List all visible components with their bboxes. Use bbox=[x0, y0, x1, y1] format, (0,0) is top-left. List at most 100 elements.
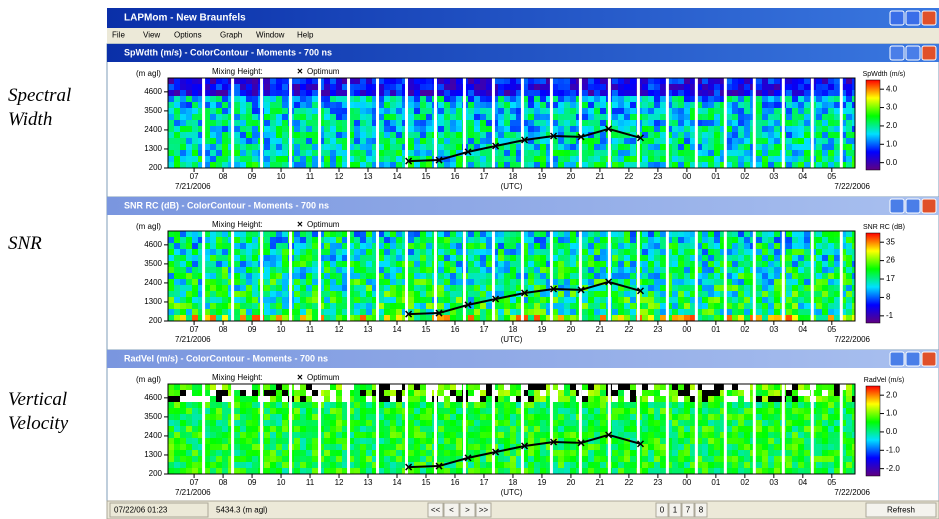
contour-cell bbox=[252, 273, 258, 279]
contour-cell bbox=[594, 138, 600, 144]
contour-cell bbox=[312, 102, 318, 108]
window-buttons[interactable] bbox=[890, 11, 936, 25]
contour-cell bbox=[438, 456, 444, 462]
x-tick-label: 00 bbox=[682, 172, 691, 181]
contour-cell bbox=[804, 315, 810, 321]
contour-cell bbox=[702, 132, 708, 138]
contour-cell bbox=[282, 273, 288, 279]
contour-cell bbox=[264, 444, 270, 450]
contour-cell bbox=[630, 396, 636, 402]
contour-cell bbox=[420, 231, 426, 237]
panel-window-button[interactable] bbox=[906, 199, 920, 213]
contour-cell bbox=[510, 456, 516, 462]
end-date: 7/22/2006 bbox=[834, 335, 870, 344]
data-gap-stripe bbox=[782, 78, 785, 168]
minimize-button[interactable] bbox=[890, 11, 904, 25]
contour-cell bbox=[834, 132, 840, 138]
contour-cell bbox=[174, 132, 180, 138]
contour-cell bbox=[684, 132, 690, 138]
contour-cell bbox=[660, 291, 666, 297]
close-button[interactable] bbox=[922, 11, 936, 25]
contour-cell bbox=[426, 132, 432, 138]
contour-cell bbox=[642, 96, 648, 102]
contour-cell bbox=[252, 384, 258, 390]
contour-cell bbox=[624, 456, 630, 462]
contour-cell bbox=[270, 444, 276, 450]
contour-cell bbox=[594, 120, 600, 126]
contour-cell bbox=[774, 291, 780, 297]
contour-cell bbox=[558, 267, 564, 273]
contour-cell bbox=[360, 396, 366, 402]
contour-cell bbox=[738, 150, 744, 156]
contour-cell bbox=[510, 450, 516, 456]
contour-cell bbox=[300, 420, 306, 426]
contour-cell bbox=[564, 402, 570, 408]
contour-cell bbox=[216, 273, 222, 279]
contour-cell bbox=[444, 384, 450, 390]
contour-cell bbox=[276, 138, 282, 144]
contour-cell bbox=[702, 156, 708, 162]
panel-window-button[interactable] bbox=[890, 46, 904, 60]
contour-cell bbox=[804, 273, 810, 279]
contour-cell bbox=[246, 402, 252, 408]
contour-cell bbox=[654, 132, 660, 138]
contour-cell bbox=[444, 468, 450, 474]
contour-cell bbox=[504, 267, 510, 273]
panel-title: RadVel (m/s) - ColorContour - Moments - … bbox=[124, 353, 328, 363]
menu-item[interactable]: Help bbox=[297, 31, 314, 40]
contour-cell bbox=[360, 156, 366, 162]
contour-cell bbox=[660, 456, 666, 462]
contour-cell bbox=[246, 462, 252, 468]
contour-cell bbox=[774, 279, 780, 285]
contour-cell bbox=[528, 450, 534, 456]
legend-label: Optimum bbox=[307, 220, 340, 229]
contour-cell bbox=[390, 315, 396, 321]
panel-window-button[interactable] bbox=[922, 352, 936, 366]
contour-cell bbox=[660, 396, 666, 402]
contour-cell bbox=[240, 468, 246, 474]
contour-cell bbox=[480, 402, 486, 408]
contour-cell bbox=[480, 120, 486, 126]
panel-window-button[interactable] bbox=[890, 199, 904, 213]
contour-cell bbox=[168, 90, 174, 96]
contour-cell bbox=[234, 102, 240, 108]
contour-cell bbox=[420, 138, 426, 144]
contour-cell bbox=[324, 267, 330, 273]
contour-cell bbox=[306, 90, 312, 96]
contour-cell bbox=[210, 78, 216, 84]
contour-cell bbox=[816, 138, 822, 144]
contour-cell bbox=[384, 402, 390, 408]
contour-cell bbox=[360, 132, 366, 138]
contour-cell bbox=[816, 273, 822, 279]
contour-cell bbox=[396, 426, 402, 432]
contour-cell bbox=[648, 432, 654, 438]
contour-cell bbox=[426, 414, 432, 420]
menu-item[interactable]: File bbox=[112, 31, 125, 40]
contour-cell bbox=[408, 102, 414, 108]
contour-cell bbox=[216, 84, 222, 90]
panel-window-button[interactable] bbox=[922, 46, 936, 60]
contour-cell bbox=[528, 273, 534, 279]
contour-cell bbox=[672, 309, 678, 315]
contour-cell bbox=[510, 297, 516, 303]
panel-window-button[interactable] bbox=[906, 46, 920, 60]
menu-item[interactable]: Window bbox=[256, 31, 285, 40]
contour-cell bbox=[678, 285, 684, 291]
maximize-button[interactable] bbox=[906, 11, 920, 25]
menu-item[interactable]: Graph bbox=[220, 31, 242, 40]
panel-window-button[interactable] bbox=[890, 352, 904, 366]
contour-cell bbox=[312, 408, 318, 414]
menu-item[interactable]: Options bbox=[174, 31, 202, 40]
contour-cell bbox=[624, 78, 630, 84]
menu-item[interactable]: View bbox=[143, 31, 160, 40]
panel-window-button[interactable] bbox=[906, 352, 920, 366]
contour-cell bbox=[846, 303, 852, 309]
contour-cell bbox=[210, 438, 216, 444]
contour-cell bbox=[168, 402, 174, 408]
contour-cell bbox=[324, 126, 330, 132]
contour-cell bbox=[300, 384, 306, 390]
contour-cell bbox=[474, 432, 480, 438]
contour-cell bbox=[396, 303, 402, 309]
contour-cell bbox=[438, 90, 444, 96]
panel-window-button[interactable] bbox=[922, 199, 936, 213]
